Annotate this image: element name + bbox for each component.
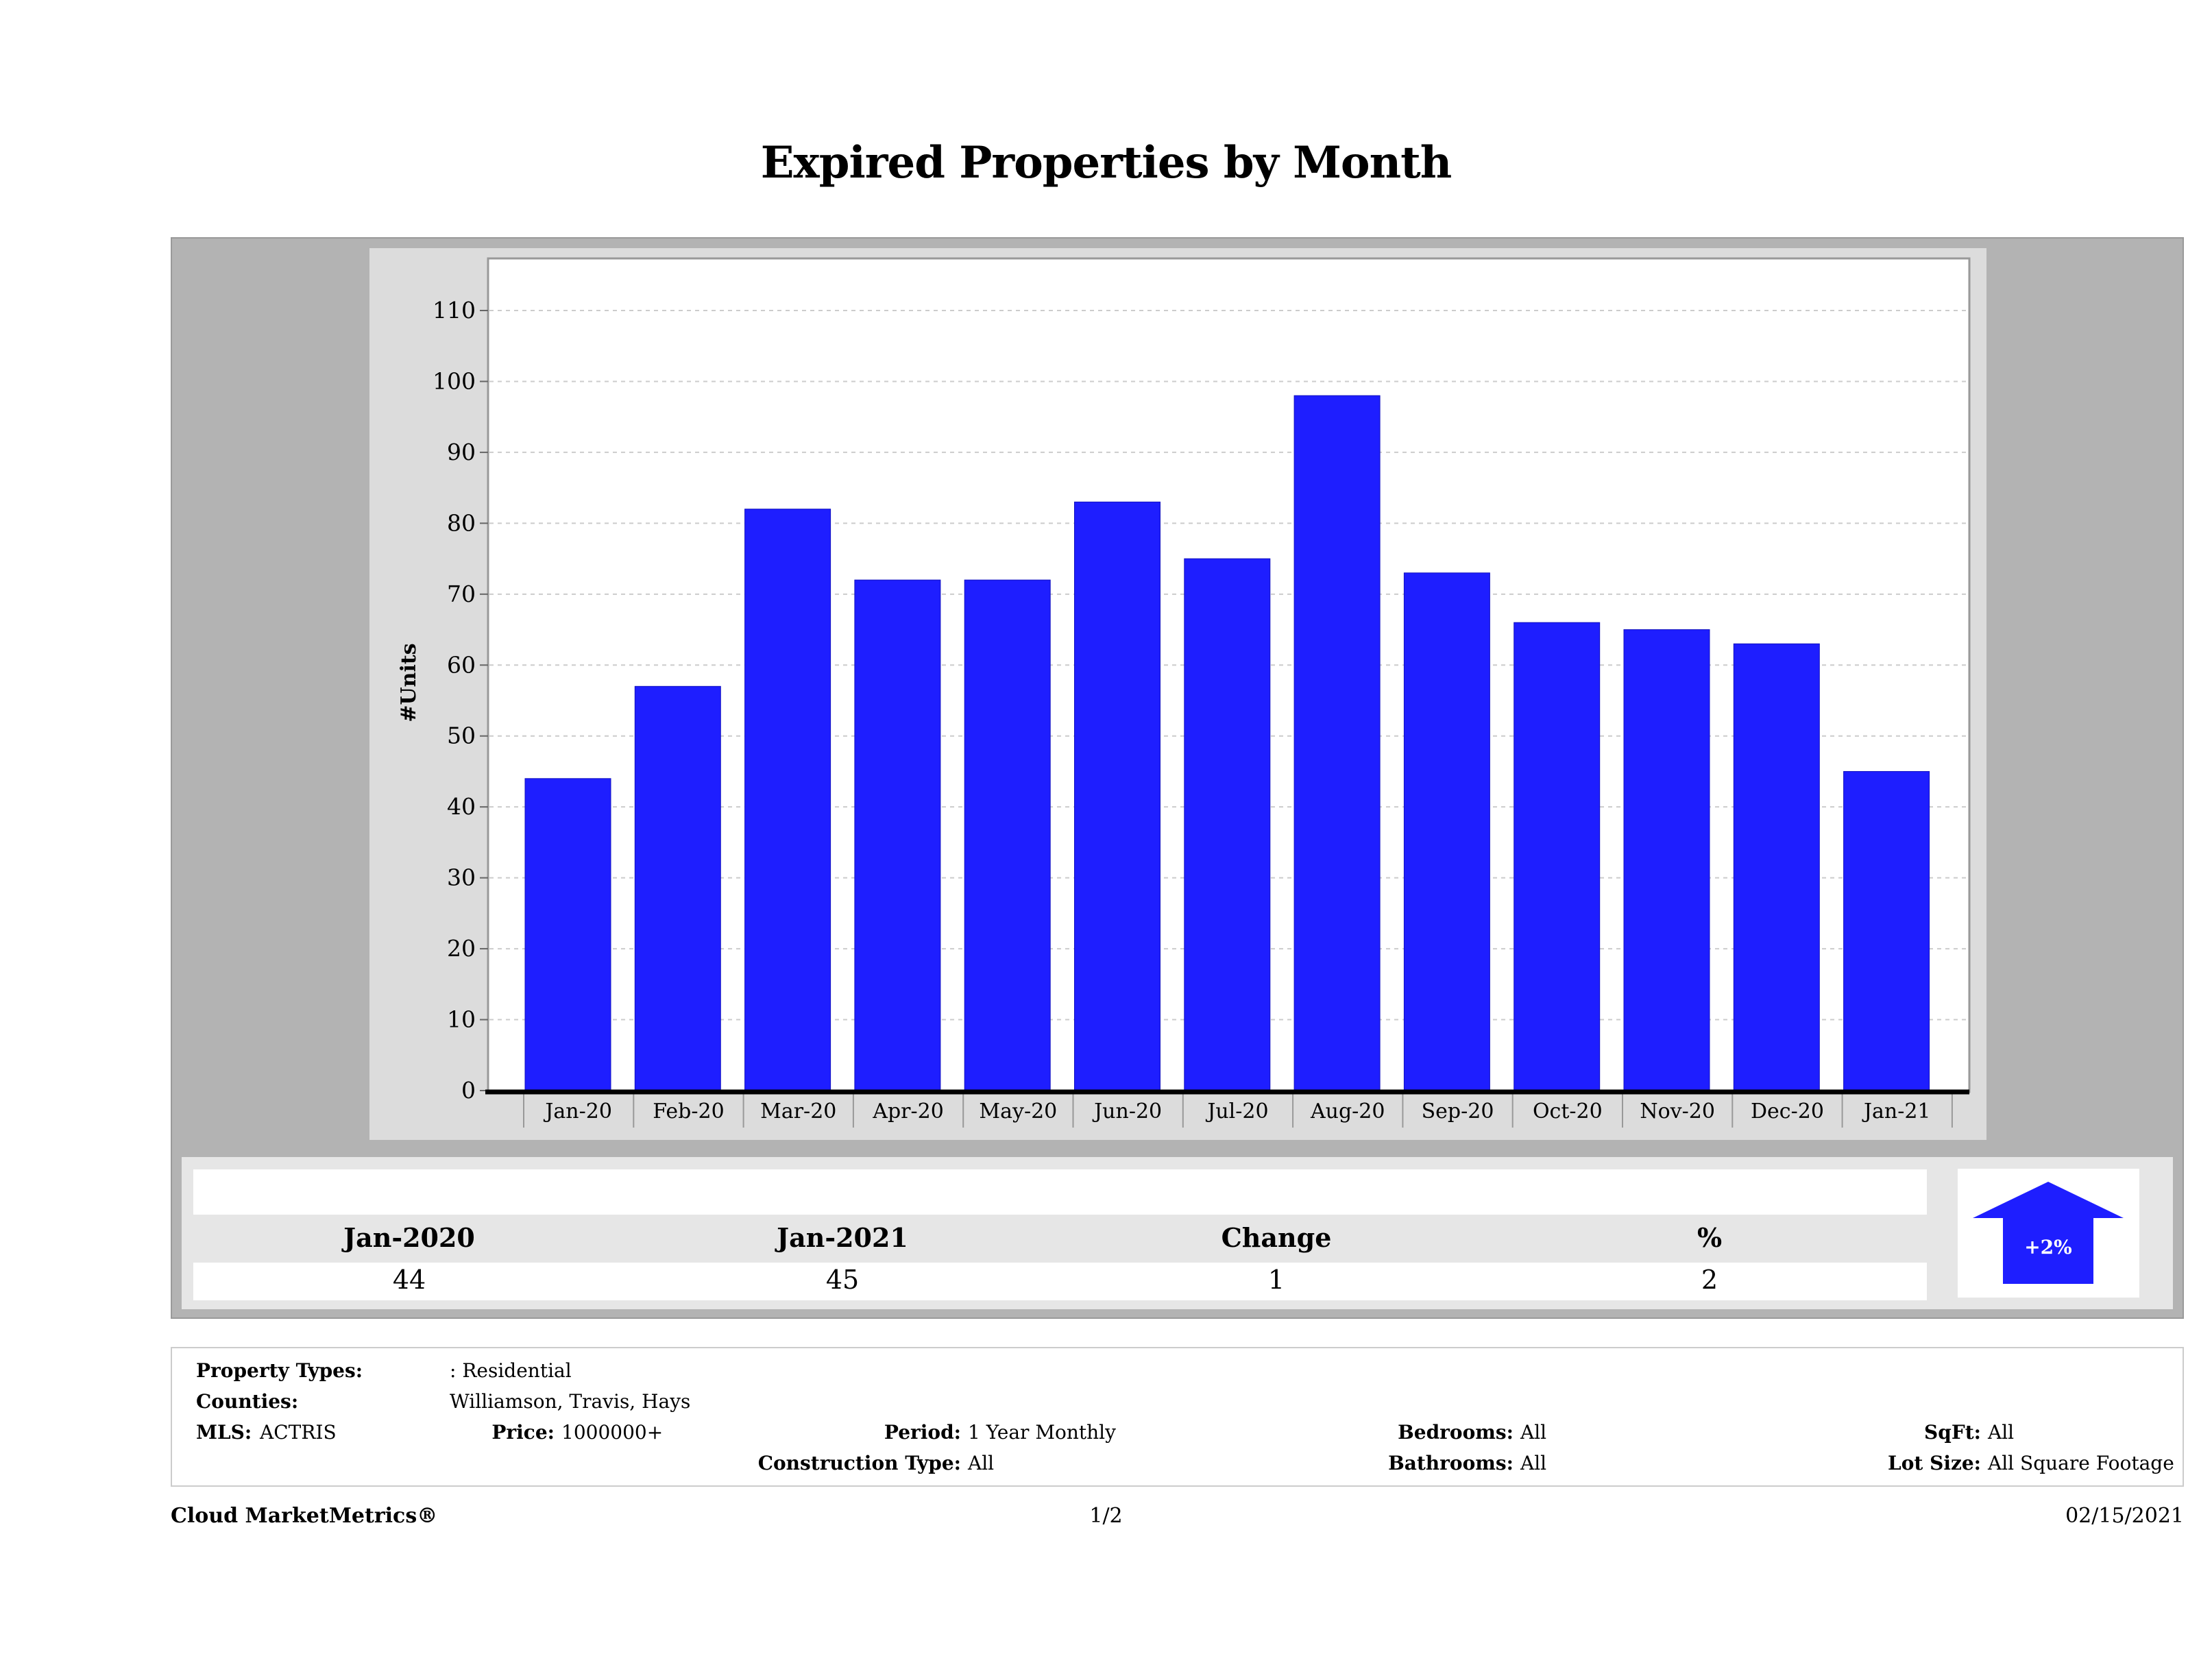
summary-blank-row [193, 1169, 1927, 1215]
summary-header-change: Change [1221, 1222, 1332, 1253]
property-types-label: Property Types: [196, 1359, 363, 1382]
y-tick-label: 80 [447, 509, 476, 536]
mls-label: MLS: [196, 1421, 252, 1444]
y-tick-label: 50 [447, 722, 476, 749]
y-tick-label: 70 [447, 581, 476, 607]
bathrooms-label: Bathrooms: [1388, 1452, 1514, 1474]
bar-Jun-20 [1074, 501, 1160, 1091]
price-field: Price: 1000000+ [491, 1421, 664, 1444]
construction-field: Construction Type: All [758, 1452, 995, 1474]
bathrooms-field: Bathrooms: All [1388, 1452, 1547, 1474]
summary-header-end: Jan-2021 [777, 1222, 908, 1253]
price-label: Price: [491, 1421, 555, 1444]
bar-May-20 [964, 579, 1051, 1091]
sqft-field: SqFt: All [1924, 1421, 2015, 1444]
x-tick-label: Jan-21 [1862, 1099, 1931, 1123]
counties-value: Williamson, Travis, Hays [450, 1390, 691, 1413]
price-value: 1000000+ [561, 1421, 664, 1444]
x-tick-label: Apr-20 [872, 1099, 944, 1123]
sqft-value: All [1988, 1421, 2015, 1444]
property-types-value: : Residential [450, 1359, 572, 1382]
criteria-panel [171, 1347, 2184, 1487]
bar-Jan-20 [524, 778, 611, 1091]
mls-value: ACTRIS [260, 1421, 337, 1444]
bedrooms-field: Bedrooms: All [1398, 1421, 1547, 1444]
y-tick-label: 90 [447, 439, 476, 465]
period-label: Period: [884, 1421, 961, 1444]
summary-values-row [193, 1263, 1927, 1300]
lotsize-value: All Square Footage [1988, 1452, 2174, 1474]
period-field: Period: 1 Year Monthly [884, 1421, 1116, 1444]
y-tick-label: 100 [433, 367, 476, 394]
bar-Mar-20 [744, 509, 831, 1091]
change-indicator: +2% [1958, 1169, 2139, 1298]
construction-value: All [968, 1452, 995, 1474]
bar-Nov-20 [1623, 629, 1710, 1091]
y-tick-label: 0 [461, 1077, 476, 1104]
bedrooms-value: All [1520, 1421, 1547, 1444]
x-tick-label: May-20 [979, 1099, 1057, 1123]
y-tick-label: 40 [447, 793, 476, 820]
summary-header-percent: % [1697, 1222, 1723, 1253]
summary-value-end: 45 [825, 1265, 860, 1295]
bar-Feb-20 [634, 685, 721, 1091]
x-tick-label: Oct-20 [1533, 1099, 1603, 1123]
bathrooms-value: All [1520, 1452, 1547, 1474]
footer-brand: Cloud MarketMetrics® [171, 1504, 438, 1528]
summary-header-start: Jan-2020 [343, 1222, 475, 1253]
construction-label: Construction Type: [757, 1452, 961, 1474]
bedrooms-label: Bedrooms: [1398, 1421, 1514, 1444]
bar-Dec-20 [1733, 643, 1820, 1091]
x-tick-label: Dec-20 [1751, 1099, 1824, 1123]
x-tick-label: Jun-20 [1092, 1099, 1162, 1123]
summary-value-percent: 2 [1701, 1265, 1718, 1295]
x-tick-label: Jul-20 [1205, 1099, 1268, 1123]
lotsize-label: Lot Size: [1888, 1452, 1981, 1474]
y-tick-label: 20 [447, 935, 476, 962]
x-tick-label: Aug-20 [1310, 1099, 1385, 1123]
y-tick-label: 60 [447, 651, 476, 678]
x-tick-label: Feb-20 [653, 1099, 724, 1123]
x-tick-label: Jan-20 [543, 1099, 612, 1123]
x-tick-label: Nov-20 [1640, 1099, 1715, 1123]
bar-Aug-20 [1293, 395, 1381, 1091]
y-tick-label: 30 [447, 864, 476, 891]
sqft-label: SqFt: [1924, 1421, 1981, 1444]
report-date: 02/15/2021 [2065, 1504, 2184, 1528]
summary-header-row [193, 1216, 1927, 1260]
x-tick-label: Sep-20 [1422, 1099, 1494, 1123]
lotsize-field: Lot Size: All Square Footage [1888, 1452, 2174, 1474]
chart-title: Expired Properties by Month [760, 137, 1452, 189]
arrow-label: +2% [2024, 1236, 2072, 1258]
summary-value-start: 44 [392, 1265, 426, 1295]
counties-label: Counties: [196, 1390, 299, 1413]
page-number: 1/2 [1089, 1504, 1123, 1528]
bar-Jul-20 [1184, 558, 1271, 1091]
arrow-up-icon [1973, 1182, 2124, 1284]
bar-Sep-20 [1403, 572, 1490, 1091]
bar-Oct-20 [1514, 622, 1601, 1091]
period-value: 1 Year Monthly [968, 1421, 1116, 1444]
bar-Apr-20 [854, 579, 941, 1091]
summary-value-change: 1 [1267, 1265, 1285, 1295]
x-tick-label: Mar-20 [760, 1099, 836, 1123]
y-tick-label: 110 [433, 297, 476, 324]
y-axis-label: #Units [397, 643, 421, 722]
bar-Jan-21 [1843, 770, 1930, 1091]
y-tick-label: 10 [447, 1006, 476, 1033]
